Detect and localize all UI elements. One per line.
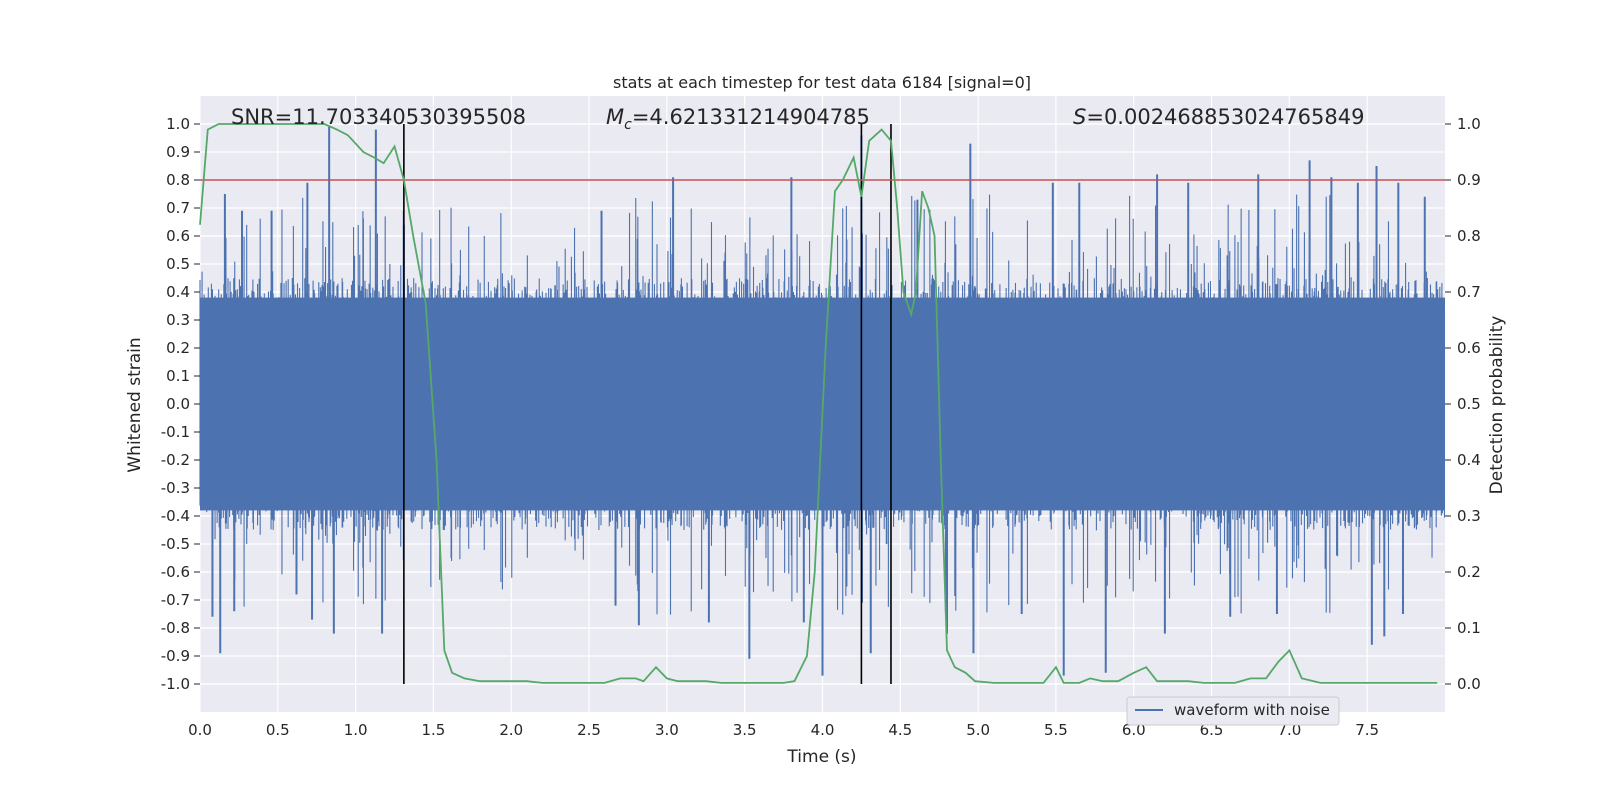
y-tick-label-right: 1.0 (1457, 115, 1481, 133)
x-axis-label: Time (s) (786, 747, 856, 767)
x-tick-label: 0.0 (188, 721, 212, 739)
y-tick-label: 0.9 (166, 143, 190, 161)
y-ticks: -1.0 -0.9 -0.8 -0.7 -0.6 -0.5 -0.4 -0.3 -0.2 -0.1… (161, 115, 200, 693)
s-value: =0.002468853024765849 (1086, 105, 1364, 129)
y-tick-label: 0.8 (166, 171, 190, 189)
x-tick-label: 4.0 (811, 721, 835, 739)
y-ticks-right: 0.0 0.1 0.2 0.3 0.4 0.5 0.6 0.7 0.8 0.9 1.0 (1445, 115, 1481, 693)
y-tick-label-right: 0.0 (1457, 675, 1481, 693)
y-tick-label: -0.9 (161, 647, 190, 665)
x-ticks: 0.0 0.5 1.0 1.5 2.0 2.5 3.0 3.5 4.0 4.5 5.0 5.5 6.0 6… (188, 721, 1379, 739)
x-tick-label: 1.0 (344, 721, 368, 739)
y-tick-label-right: 0.9 (1457, 171, 1481, 189)
x-tick-label: 3.0 (655, 721, 679, 739)
y-tick-label: 0.7 (166, 199, 190, 217)
y-axis-label: Whitened strain (125, 337, 145, 472)
y-tick-label: -1.0 (161, 675, 190, 693)
y-tick-label: 0.5 (166, 255, 190, 273)
y-tick-label: -0.5 (161, 535, 190, 553)
y-tick-label: 0.0 (166, 395, 190, 413)
x-tick-label: 5.5 (1044, 721, 1068, 739)
mc-annotation: Mc=4.621331214904785 (606, 105, 870, 133)
legend-label: waveform with noise (1174, 701, 1330, 719)
y-tick-label-right: 0.5 (1457, 395, 1481, 413)
x-tick-label: 2.5 (577, 721, 601, 739)
x-tick-label: 4.5 (888, 721, 912, 739)
chart-title: stats at each timestep for test data 618… (613, 73, 1031, 92)
y-tick-label: -0.1 (161, 423, 190, 441)
y-tick-label-right: 0.4 (1457, 451, 1481, 469)
y-tick-label-right: 0.2 (1457, 563, 1481, 581)
y-tick-label: -0.3 (161, 479, 190, 497)
mc-symbol: M (606, 105, 624, 129)
snr-annotation: SNR=11.703340530395508 (231, 105, 526, 129)
y-tick-label: 0.4 (166, 283, 190, 301)
y-tick-label: -0.8 (161, 619, 190, 637)
x-tick-label: 3.5 (733, 721, 757, 739)
y-tick-label-right: 0.8 (1457, 227, 1481, 245)
x-tick-label: 2.0 (499, 721, 523, 739)
legend: waveform with noise (1126, 696, 1340, 726)
y-tick-label: 0.3 (166, 311, 190, 329)
x-tick-label: 5.0 (966, 721, 990, 739)
y-tick-label: -0.2 (161, 451, 190, 469)
y-tick-label: -0.4 (161, 507, 190, 525)
y-axis-label-right: Detection probability (1487, 316, 1507, 495)
y-tick-label-right: 0.1 (1457, 619, 1481, 637)
y-tick-label-right: 0.7 (1457, 283, 1481, 301)
x-tick-label: 7.5 (1355, 721, 1379, 739)
marker-lines (403, 124, 892, 684)
y-tick-label: -0.6 (161, 563, 190, 581)
s-annotation: S=0.002468853024765849 (1073, 105, 1364, 129)
x-tick-label: 0.5 (266, 721, 290, 739)
y-tick-label: 0.6 (166, 227, 190, 245)
y-tick-label-right: 0.3 (1457, 507, 1481, 525)
y-tick-label: 0.2 (166, 339, 190, 357)
legend-box (1126, 696, 1340, 726)
mc-subscript: c (624, 117, 632, 133)
probability-line (199, 123, 1438, 684)
x-tick-label: 1.5 (422, 721, 446, 739)
y-tick-label: -0.7 (161, 591, 190, 609)
y-tick-label-right: 0.6 (1457, 339, 1481, 357)
y-tick-label: 0.1 (166, 367, 190, 385)
y-tick-label: 1.0 (166, 115, 190, 133)
mc-value: =4.621331214904785 (632, 105, 870, 129)
probability-series (199, 123, 1438, 684)
s-symbol: S (1073, 105, 1086, 129)
